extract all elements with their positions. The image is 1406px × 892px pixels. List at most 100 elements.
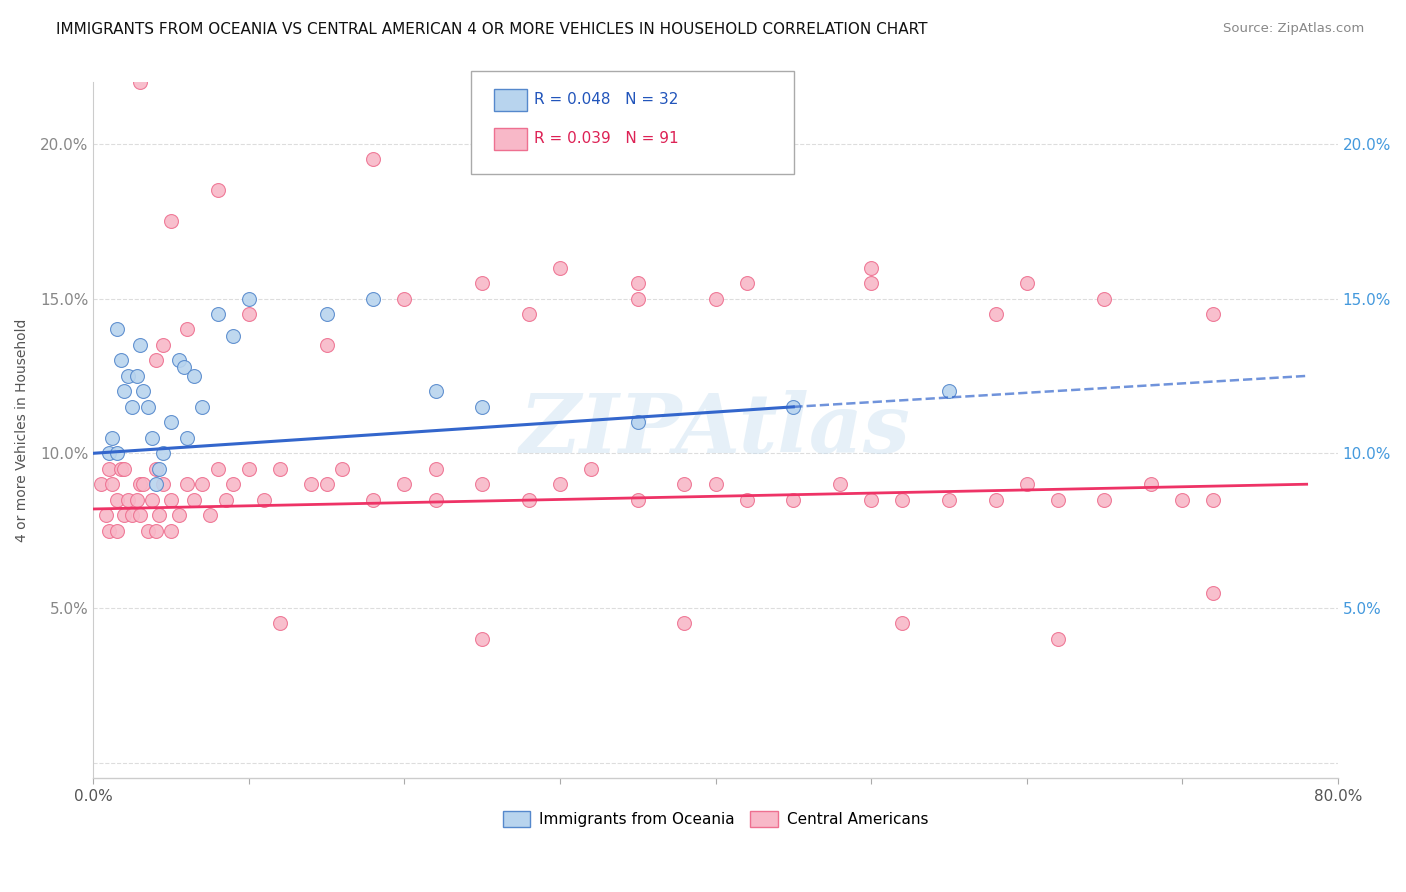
Point <box>425 384 447 399</box>
Text: IMMIGRANTS FROM OCEANIA VS CENTRAL AMERICAN 4 OR MORE VEHICLES IN HOUSEHOLD CORR: IMMIGRANTS FROM OCEANIA VS CENTRAL AMERI… <box>56 22 928 37</box>
Point <box>198 508 221 523</box>
Point <box>269 462 291 476</box>
Point <box>132 384 155 399</box>
Point <box>471 632 494 646</box>
Point <box>1046 632 1069 646</box>
Point <box>176 322 198 336</box>
Point <box>315 338 337 352</box>
Point <box>152 446 174 460</box>
Point <box>860 260 883 275</box>
Point <box>101 431 124 445</box>
Point <box>129 75 152 89</box>
Point <box>94 508 117 523</box>
Point <box>627 415 650 429</box>
Point <box>627 492 650 507</box>
Point <box>735 492 758 507</box>
Point <box>735 276 758 290</box>
Point <box>105 524 128 538</box>
Point <box>1171 492 1194 507</box>
Point <box>125 492 148 507</box>
Point <box>299 477 322 491</box>
Point <box>394 292 416 306</box>
Point <box>129 508 152 523</box>
Point <box>1094 292 1116 306</box>
Point <box>222 477 245 491</box>
Point <box>627 276 650 290</box>
Point <box>517 492 540 507</box>
Point <box>114 384 136 399</box>
Point <box>167 508 190 523</box>
Point <box>1140 477 1163 491</box>
Point <box>1094 492 1116 507</box>
Point <box>125 368 148 383</box>
Point <box>891 492 914 507</box>
Point <box>471 400 494 414</box>
Point <box>330 462 353 476</box>
Point <box>114 462 136 476</box>
Point <box>394 477 416 491</box>
Text: R = 0.039   N = 91: R = 0.039 N = 91 <box>534 131 679 145</box>
Point <box>269 616 291 631</box>
Point <box>173 359 195 374</box>
Point <box>97 524 120 538</box>
Point <box>1046 492 1069 507</box>
Point <box>167 353 190 368</box>
Point <box>191 477 214 491</box>
Point <box>1202 492 1225 507</box>
Point <box>363 292 385 306</box>
Point <box>176 477 198 491</box>
Point <box>828 477 851 491</box>
Point <box>145 353 167 368</box>
Point <box>152 338 174 352</box>
Point <box>938 492 960 507</box>
Point <box>548 260 571 275</box>
Point <box>90 477 112 491</box>
Point <box>114 508 136 523</box>
Point <box>152 477 174 491</box>
Point <box>183 368 205 383</box>
Point <box>891 616 914 631</box>
Point <box>984 492 1007 507</box>
Point <box>207 307 229 321</box>
Point <box>183 492 205 507</box>
Point <box>782 400 804 414</box>
Point <box>191 400 214 414</box>
Point <box>860 492 883 507</box>
Point <box>207 462 229 476</box>
Point <box>145 462 167 476</box>
Point <box>315 477 337 491</box>
Point <box>97 446 120 460</box>
Point <box>136 524 159 538</box>
Point <box>110 353 132 368</box>
Point <box>363 153 385 167</box>
Point <box>141 431 163 445</box>
Point <box>673 616 696 631</box>
Point <box>148 462 170 476</box>
Point <box>1202 307 1225 321</box>
Point <box>627 292 650 306</box>
Point <box>238 307 260 321</box>
Point <box>938 384 960 399</box>
Point <box>548 477 571 491</box>
Point <box>121 400 143 414</box>
Point <box>97 462 120 476</box>
Text: ZIPAtlas: ZIPAtlas <box>520 390 911 470</box>
Point <box>471 276 494 290</box>
Point <box>160 492 183 507</box>
Point <box>176 431 198 445</box>
Point <box>105 492 128 507</box>
Text: R = 0.048   N = 32: R = 0.048 N = 32 <box>534 92 679 106</box>
Point <box>101 477 124 491</box>
Point <box>136 400 159 414</box>
Point <box>579 462 602 476</box>
Point <box>425 492 447 507</box>
Point <box>238 292 260 306</box>
Point <box>121 508 143 523</box>
Legend: Immigrants from Oceania, Central Americans: Immigrants from Oceania, Central America… <box>496 805 935 833</box>
Point <box>129 477 152 491</box>
Point <box>148 508 170 523</box>
Point <box>160 524 183 538</box>
Point <box>1015 477 1038 491</box>
Point <box>984 307 1007 321</box>
Point <box>704 477 727 491</box>
